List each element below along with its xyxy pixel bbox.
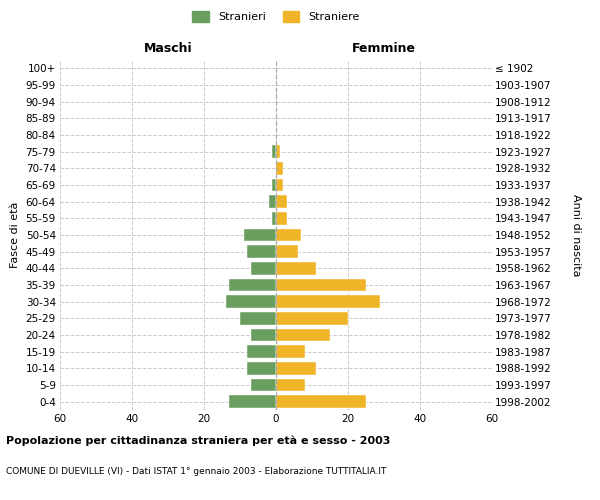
Text: COMUNE DI DUEVILLE (VI) - Dati ISTAT 1° gennaio 2003 - Elaborazione TUTTITALIA.I: COMUNE DI DUEVILLE (VI) - Dati ISTAT 1° … [6, 468, 386, 476]
Bar [251, 262, 276, 274]
Bar [229, 396, 276, 408]
Bar [276, 229, 301, 241]
Bar [276, 346, 305, 358]
Text: Femmine: Femmine [352, 42, 416, 55]
Bar [276, 362, 316, 374]
Bar [272, 212, 276, 224]
Bar [276, 329, 330, 341]
Bar [276, 279, 366, 291]
Bar [276, 296, 380, 308]
Bar [244, 229, 276, 241]
Bar [247, 246, 276, 258]
Bar [269, 196, 276, 208]
Bar [229, 279, 276, 291]
Y-axis label: Fasce di età: Fasce di età [10, 202, 20, 268]
Bar [276, 146, 280, 158]
Bar [276, 212, 287, 224]
Bar [272, 146, 276, 158]
Bar [276, 396, 366, 408]
Bar [247, 362, 276, 374]
Bar [247, 346, 276, 358]
Bar [251, 329, 276, 341]
Bar [276, 162, 283, 174]
Bar [276, 179, 283, 192]
Y-axis label: Anni di nascita: Anni di nascita [571, 194, 581, 276]
Bar [240, 312, 276, 324]
Bar [276, 379, 305, 391]
Bar [276, 262, 316, 274]
Bar [276, 246, 298, 258]
Bar [276, 196, 287, 208]
Bar [251, 379, 276, 391]
Bar [226, 296, 276, 308]
Text: Popolazione per cittadinanza straniera per età e sesso - 2003: Popolazione per cittadinanza straniera p… [6, 435, 391, 446]
Bar [276, 312, 348, 324]
Legend: Stranieri, Straniere: Stranieri, Straniere [188, 6, 364, 26]
Bar [272, 179, 276, 192]
Text: Maschi: Maschi [143, 42, 193, 55]
